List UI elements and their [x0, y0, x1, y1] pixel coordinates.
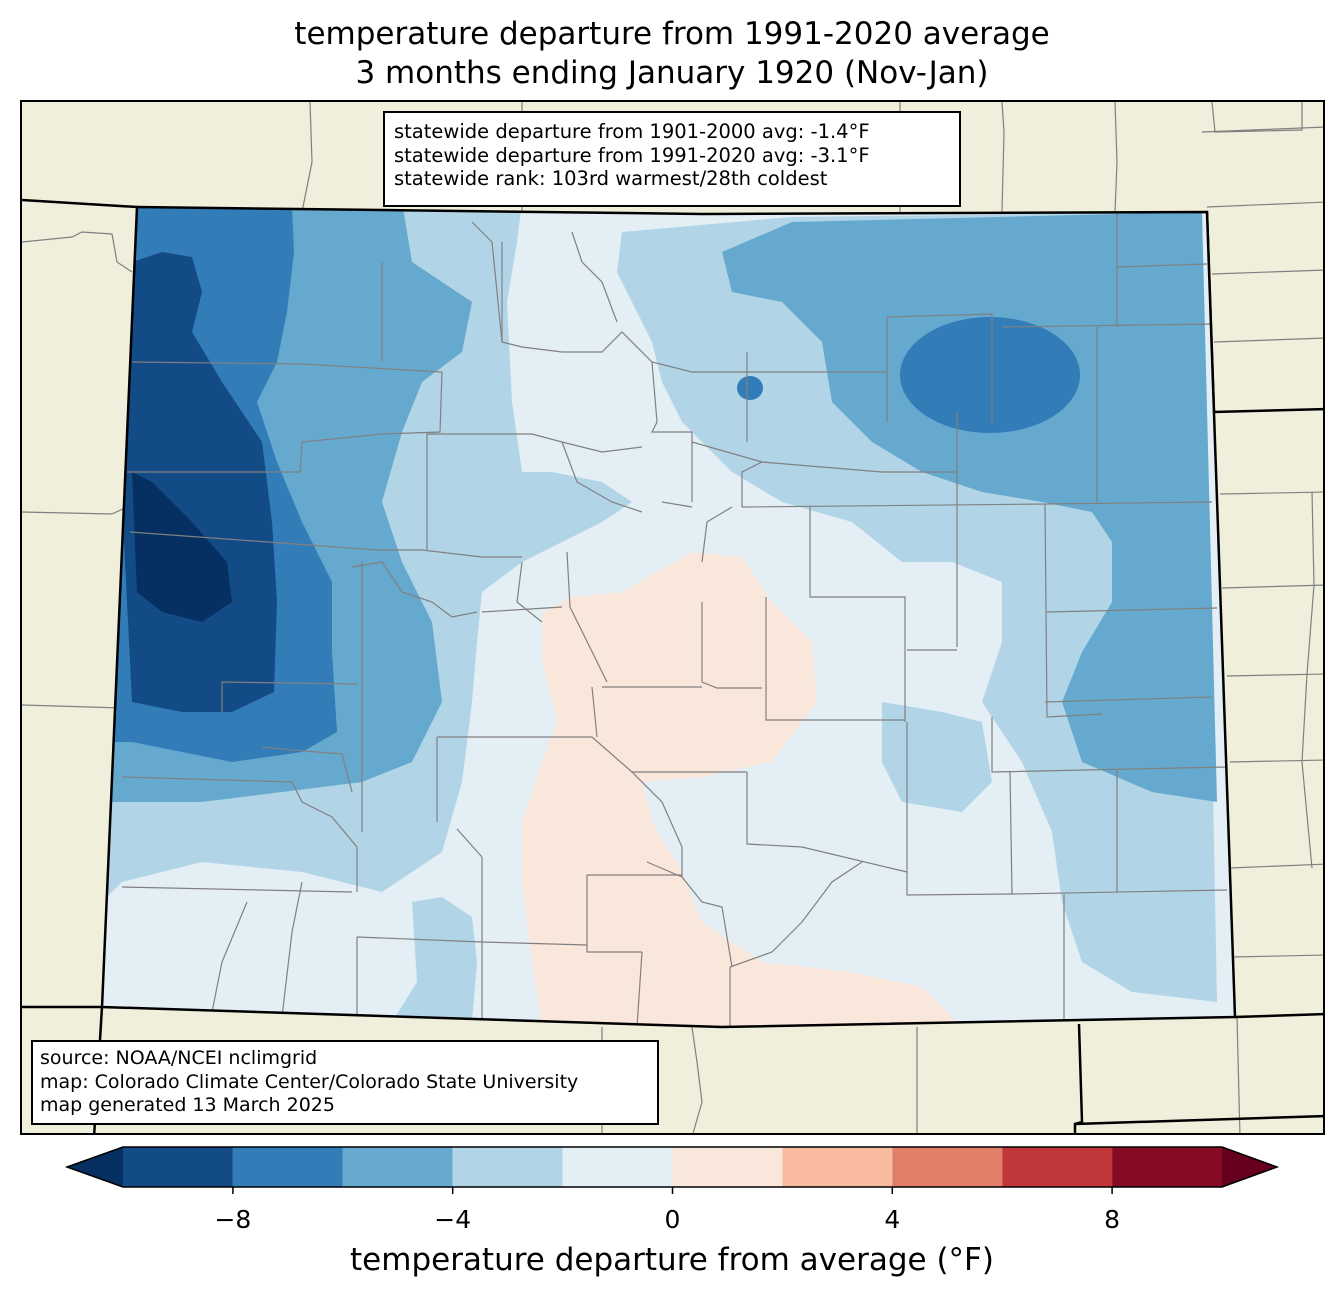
colorbar-tick-label-0: −8: [214, 1205, 252, 1234]
colorbar-bin-2: [232, 1147, 343, 1187]
statewide-stats-box: statewide departure from 1901-2000 avg: …: [383, 111, 961, 207]
source-box: source: NOAA/NCEI nclimgrid map: Colorad…: [31, 1040, 659, 1125]
stats-departure-1901-2000: statewide departure from 1901-2000 avg: …: [394, 120, 870, 143]
neighbor-county-lines: [22, 102, 1323, 1133]
colorbar-tick-label-4: 8: [1104, 1205, 1121, 1234]
colorbar-bin-3: [342, 1147, 453, 1187]
stats-rank: statewide rank: 103rd warmest/28th colde…: [394, 167, 828, 190]
map-credit-line: map: Colorado Climate Center/Colorado St…: [40, 1070, 579, 1093]
source-line: source: NOAA/NCEI nclimgrid: [40, 1047, 318, 1069]
colorbar-bin-8: [892, 1147, 1003, 1187]
colorbar-bin-1: [123, 1147, 233, 1187]
map-frame: [20, 100, 1325, 1135]
colorbar-bin-11: [1222, 1147, 1277, 1187]
colorbar-tick-label-1: −4: [434, 1205, 472, 1234]
colorbar-bin-4: [452, 1147, 563, 1187]
colorbar-bin-5: [562, 1147, 673, 1187]
map-title-line-1: temperature departure from 1991-2020 ave…: [294, 16, 1050, 52]
colorbar-label: temperature departure from average (°F): [350, 1242, 994, 1278]
colorado-temperature-map: [22, 102, 1323, 1133]
colorbar-bin-9: [1002, 1147, 1113, 1187]
colorbar: [64, 1146, 1280, 1194]
colorbar-bin-6: [672, 1147, 783, 1187]
colorbar-bin-10: [1112, 1147, 1222, 1187]
generated-date-line: map generated 13 March 2025: [40, 1094, 335, 1116]
colorado-county-lines: [121, 212, 1228, 1027]
colorbar-bin-0: [67, 1147, 123, 1187]
map-title-line-2: 3 months ending January 1920 (Nov-Jan): [355, 55, 989, 91]
stats-departure-1991-2020: statewide departure from 1991-2020 avg: …: [394, 143, 870, 167]
colorbar-bin-7: [782, 1147, 893, 1187]
colorbar-tick-label-2: 0: [664, 1205, 681, 1234]
colorado-border: [100, 205, 1237, 1029]
colorbar-tick-label-3: 4: [884, 1205, 901, 1234]
colorbar-outline: [64, 1146, 1280, 1188]
